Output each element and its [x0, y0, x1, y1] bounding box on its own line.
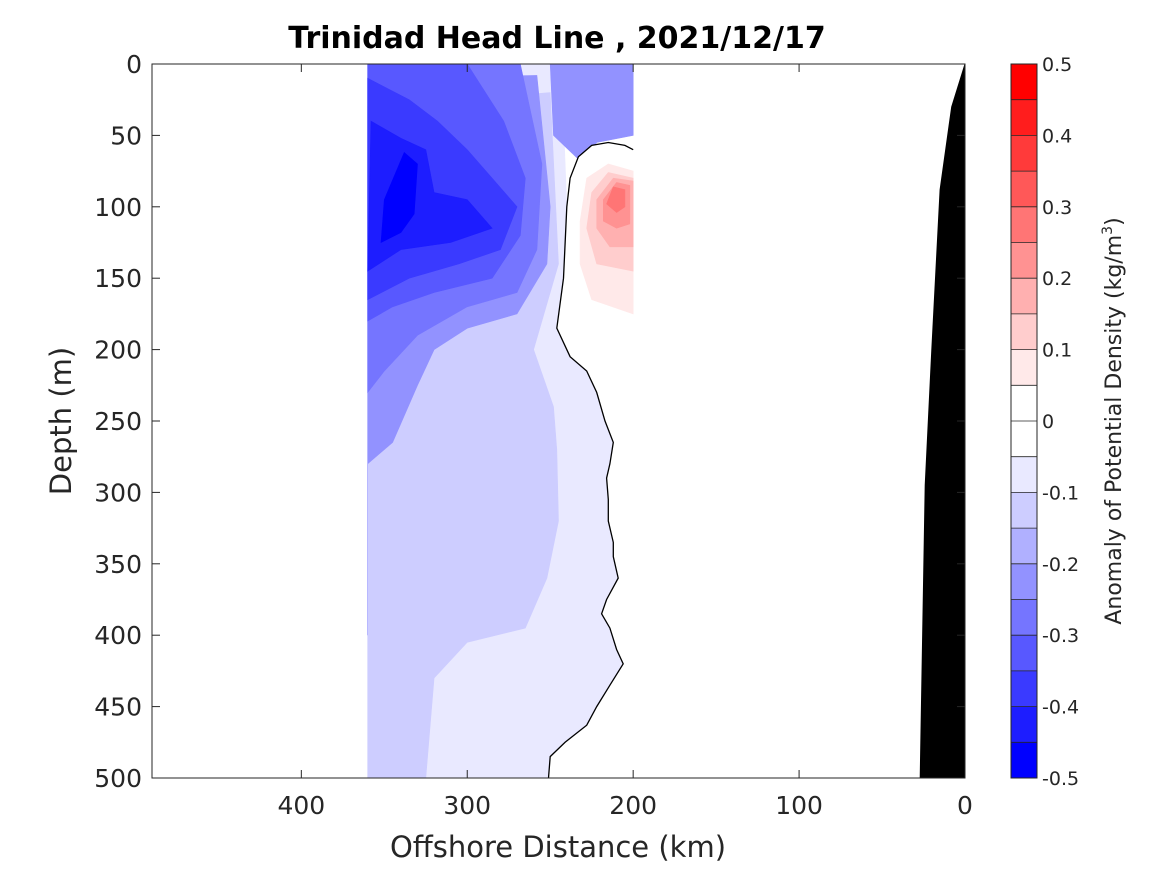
- colorbar-label-superscript: 3: [1100, 226, 1116, 235]
- colorbar-tick-label: 0.3: [1042, 197, 1072, 219]
- colorbar: [1010, 63, 1038, 779]
- colorbar-tick-label: 0.1: [1042, 340, 1072, 362]
- colorbar-level: [1011, 385, 1037, 422]
- anomaly-region-negative-3: [549, 64, 634, 165]
- chart-title: Trinidad Head Line , 2021/12/17: [288, 21, 825, 56]
- x-tick-label: 200: [609, 791, 657, 820]
- plot-area: [151, 63, 966, 779]
- x-tick-labels: 400 300 200 100 0: [277, 791, 972, 820]
- colorbar-level: [1011, 421, 1037, 458]
- y-tick-label: 250: [94, 407, 142, 436]
- anomaly-region-positive-14: [606, 186, 626, 213]
- zero-anomaly-contour-line: [547, 141, 634, 779]
- y-tick-label: 50: [110, 121, 142, 150]
- colorbar-level: [1011, 635, 1037, 672]
- colorbar-level: [1011, 99, 1037, 136]
- x-tick-label: 400: [277, 791, 325, 820]
- colorbar-level: [1011, 563, 1037, 600]
- x-axis-label: Offshore Distance (km): [390, 830, 726, 864]
- y-tick-labels: 0 50 100 150 200 250 300 350 400 450 500: [94, 50, 142, 793]
- colorbar-label-text: Anomaly of Potential Density (kg/m: [1102, 235, 1127, 625]
- colorbar-tick-label: 0.5: [1042, 54, 1072, 76]
- colorbar-level: [1011, 492, 1037, 529]
- colorbar-level: [1011, 706, 1037, 743]
- anomaly-region-negative-8: [380, 152, 418, 244]
- colorbar-tick-label: -0.3: [1042, 625, 1079, 647]
- colorbar-frame: [1010, 63, 1038, 779]
- y-tick-label: 100: [94, 193, 142, 222]
- y-axis-label: Depth (m): [44, 347, 78, 495]
- colorbar-level: [1011, 313, 1037, 350]
- colorbar-level: [1011, 670, 1037, 707]
- colorbar-tick-label: 0.4: [1042, 125, 1072, 147]
- colorbar-level: [1011, 64, 1037, 101]
- colorbar-tick-labels: 0.5 0.4 0.3 0.2 0.1 0 -0.1 -0.2 -0.3 -0.4 -0.5: [1042, 54, 1079, 790]
- colorbar-tick-label: -0.4: [1042, 697, 1079, 719]
- colorbar-level: [1011, 278, 1037, 315]
- plot-frame: [151, 63, 966, 779]
- colorbar-level: [1011, 135, 1037, 172]
- colorbar-tick-label: 0.2: [1042, 268, 1072, 290]
- x-tick-label: 0: [957, 791, 973, 820]
- y-tick-label: 450: [94, 693, 142, 722]
- x-tick-label: 300: [443, 791, 491, 820]
- colorbar-tick-label: -0.1: [1042, 482, 1079, 504]
- colorbar-level: [1011, 242, 1037, 279]
- colorbar-level: [1011, 349, 1037, 386]
- y-tick-label: 500: [94, 764, 142, 793]
- colorbar-tick-label: -0.2: [1042, 554, 1079, 576]
- colorbar-tick-label: -0.5: [1042, 768, 1079, 790]
- colorbar-level: [1011, 171, 1037, 208]
- colorbar-level: [1011, 599, 1037, 636]
- y-tick-label: 300: [94, 478, 142, 507]
- colorbar-level: [1011, 206, 1037, 243]
- colorbar-level: [1011, 742, 1037, 779]
- y-tick-label: 200: [94, 336, 142, 365]
- colorbar-label: Anomaly of Potential Density (kg/m3): [1100, 217, 1127, 624]
- colorbar-tick-label: 0: [1042, 411, 1054, 433]
- y-tick-label: 150: [94, 264, 142, 293]
- colorbar-label-close: ): [1102, 217, 1127, 226]
- contour-fills: [367, 64, 634, 778]
- y-tick-label: 400: [94, 621, 142, 650]
- y-tick-label: 350: [94, 550, 142, 579]
- x-tick-label: 100: [775, 791, 823, 820]
- colorbar-level: [1011, 456, 1037, 493]
- y-tick-label: 0: [126, 50, 142, 79]
- colorbar-level: [1011, 528, 1037, 565]
